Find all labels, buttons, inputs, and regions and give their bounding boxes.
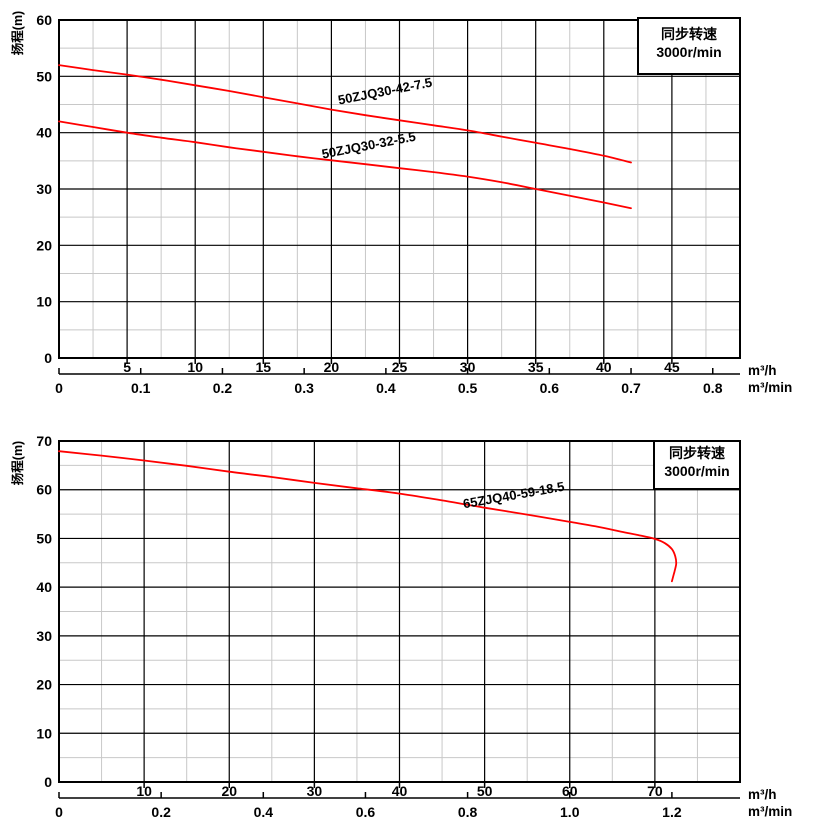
x-tick-label: 20 <box>324 359 340 375</box>
secondary-x-tick-label: 0.4 <box>254 804 274 820</box>
x-tick-label: 70 <box>647 783 663 799</box>
y-tick-label: 50 <box>36 68 52 84</box>
secondary-x-tick-label: 0.1 <box>131 380 151 396</box>
y-tick-label: 30 <box>36 181 52 197</box>
x-tick-label: 50 <box>477 783 493 799</box>
y-tick-label: 0 <box>44 350 52 366</box>
pump-curve-label: 50ZJQ30-42-7.5 <box>337 75 434 108</box>
secondary-x-tick-label: 0.2 <box>151 804 171 820</box>
x-tick-label: 5 <box>123 359 131 375</box>
secondary-x-tick-label: 0.4 <box>376 380 396 396</box>
x-tick-label: 35 <box>528 359 544 375</box>
x-tick-label: 10 <box>187 359 203 375</box>
x-unit-label-m3h: m³/h <box>748 363 777 378</box>
secondary-x-tick-label: 0.2 <box>213 380 233 396</box>
x-tick-label: 30 <box>460 359 476 375</box>
x-tick-label: 30 <box>307 783 323 799</box>
x-unit-label-m3min: m³/min <box>748 804 792 819</box>
legend-rpm-label: 3000r/min <box>664 463 729 479</box>
secondary-x-tick-label: 1.0 <box>560 804 580 820</box>
pump-curve-label: 65ZJQ40-59-18.5 <box>462 479 566 512</box>
x-tick-label: 40 <box>392 783 408 799</box>
y-tick-label: 30 <box>36 628 52 644</box>
x-unit-label-m3min: m³/min <box>748 380 792 395</box>
secondary-x-tick-label: 0.8 <box>703 380 723 396</box>
y-tick-label: 10 <box>36 294 52 310</box>
secondary-x-tick-label: 0.6 <box>540 380 560 396</box>
secondary-x-tick-label: 0 <box>55 380 63 396</box>
pump-curve <box>58 64 632 164</box>
secondary-x-tick-label: 0.5 <box>458 380 478 396</box>
x-tick-label: 40 <box>596 359 612 375</box>
y-axis-title: 扬程(m) <box>10 441 25 485</box>
legend-box <box>653 440 741 490</box>
x-unit-label-m3h: m³/h <box>748 787 777 802</box>
pump-curve-label: 50ZJQ30-32-5.5 <box>320 129 417 162</box>
y-tick-label: 40 <box>36 125 52 141</box>
y-tick-label: 50 <box>36 530 52 546</box>
secondary-x-tick-label: 0.8 <box>458 804 478 820</box>
x-tick-label: 60 <box>562 783 578 799</box>
legend-speed-label: 同步转速 <box>661 26 717 42</box>
x-tick-label: 20 <box>221 783 237 799</box>
y-tick-label: 20 <box>36 677 52 693</box>
secondary-x-tick-label: 0.7 <box>621 380 641 396</box>
y-tick-label: 60 <box>36 12 52 28</box>
y-tick-label: 10 <box>36 725 52 741</box>
pump-curve <box>58 450 678 583</box>
legend-rpm-label: 3000r/min <box>656 44 721 60</box>
legend-speed-label: 同步转速 <box>669 445 725 461</box>
x-tick-label: 15 <box>256 359 272 375</box>
secondary-x-tick-label: 0.3 <box>294 380 314 396</box>
y-tick-label: 20 <box>36 237 52 253</box>
x-tick-label: 45 <box>664 359 680 375</box>
pump-curve <box>58 120 632 210</box>
y-tick-label: 60 <box>36 482 52 498</box>
y-tick-label: 40 <box>36 579 52 595</box>
secondary-x-tick-label: 1.2 <box>662 804 682 820</box>
y-tick-label: 70 <box>36 433 52 449</box>
x-tick-label: 10 <box>136 783 152 799</box>
secondary-x-tick-label: 0 <box>55 804 63 820</box>
y-tick-label: 0 <box>44 774 52 790</box>
x-tick-label: 25 <box>392 359 408 375</box>
secondary-x-tick-label: 0.6 <box>356 804 376 820</box>
y-axis-title: 扬程(m) <box>10 11 25 55</box>
legend-box <box>637 17 741 75</box>
